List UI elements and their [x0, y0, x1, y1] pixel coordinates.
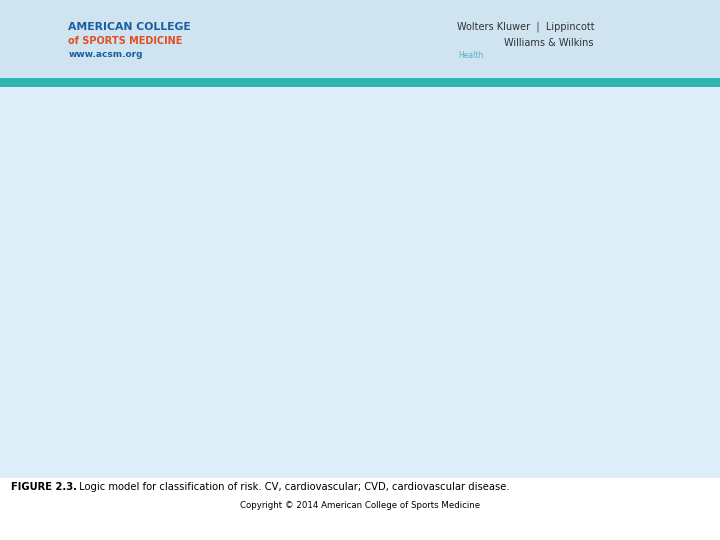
- FancyBboxPatch shape: [161, 180, 310, 226]
- Text: High Risk: High Risk: [72, 435, 107, 441]
- FancyBboxPatch shape: [161, 335, 310, 374]
- Text: Wolters Kluwer  |  Lippincott: Wolters Kluwer | Lippincott: [457, 22, 595, 32]
- Text: AMERICAN COLLEGE: AMERICAN COLLEGE: [68, 22, 191, 32]
- Text: American College of Sports Medicine: American College of Sports Medicine: [194, 462, 275, 466]
- Text: ≥2: ≥2: [158, 373, 166, 377]
- Text: Logic model for classification of risk. CV, cardiovascular; CVD, cardiovascular : Logic model for classification of risk. …: [76, 482, 509, 492]
- FancyBboxPatch shape: [45, 422, 133, 453]
- Text: Major Signs or
Symptoms Suggestive
of CV, Pulmonary,
Metabolic Disease?: Major Signs or Symptoms Suggestive of CV…: [197, 265, 272, 292]
- Text: Number of CVD Risk
Factors: Number of CVD Risk Factors: [201, 348, 269, 361]
- Text: No: No: [261, 306, 269, 310]
- FancyBboxPatch shape: [333, 422, 421, 453]
- Text: www.acsm.org: www.acsm.org: [68, 50, 143, 59]
- Text: Cardiovascular: Cardiac, peripheral vascular, or
  cerebrovascular disease
Pulmo: Cardiovascular: Cardiac, peripheral vasc…: [318, 185, 448, 221]
- FancyBboxPatch shape: [161, 113, 310, 165]
- Text: No: No: [261, 229, 269, 234]
- Text: Copyright © 2014 American College of Sports Medicine: Copyright © 2014 American College of Spo…: [240, 501, 480, 510]
- Text: Pain, discomfort in the chest, neck,
  jaw, arms, or other areas that
  may resu: Pain, discomfort in the chest, neck, jaw…: [318, 238, 413, 320]
- FancyBboxPatch shape: [161, 255, 310, 302]
- Text: Low
Risk: Low Risk: [369, 431, 384, 444]
- Text: of SPORTS MEDICINE: of SPORTS MEDICINE: [68, 36, 183, 46]
- Text: Age
Family History
Current Cigarette
  Smoking
Sedentary Lifestyle
Obesity
Hyper: Age Family History Current Cigarette Smo…: [318, 327, 367, 382]
- FancyBboxPatch shape: [184, 421, 286, 455]
- Text: FIGURE 2.3.: FIGURE 2.3.: [11, 482, 77, 492]
- Text: Known CV,
Pulmonary, Metabolic
Disease?
(see Table 2.3): Known CV, Pulmonary, Metabolic Disease? …: [199, 190, 271, 217]
- Text: Yes: Yes: [199, 306, 210, 310]
- Text: Yes: Yes: [199, 229, 210, 234]
- Text: Health: Health: [459, 51, 484, 60]
- Text: Williams & Wilkins: Williams & Wilkins: [504, 38, 593, 48]
- Text: Moderate
Risk: Moderate Risk: [217, 431, 252, 444]
- Text: <2: <2: [301, 373, 310, 377]
- Text: Review Health/
Medical History
for: Known Disease,
Signs/Symptoms,
CVD Risk Fact: Review Health/ Medical History for: Know…: [202, 122, 268, 156]
